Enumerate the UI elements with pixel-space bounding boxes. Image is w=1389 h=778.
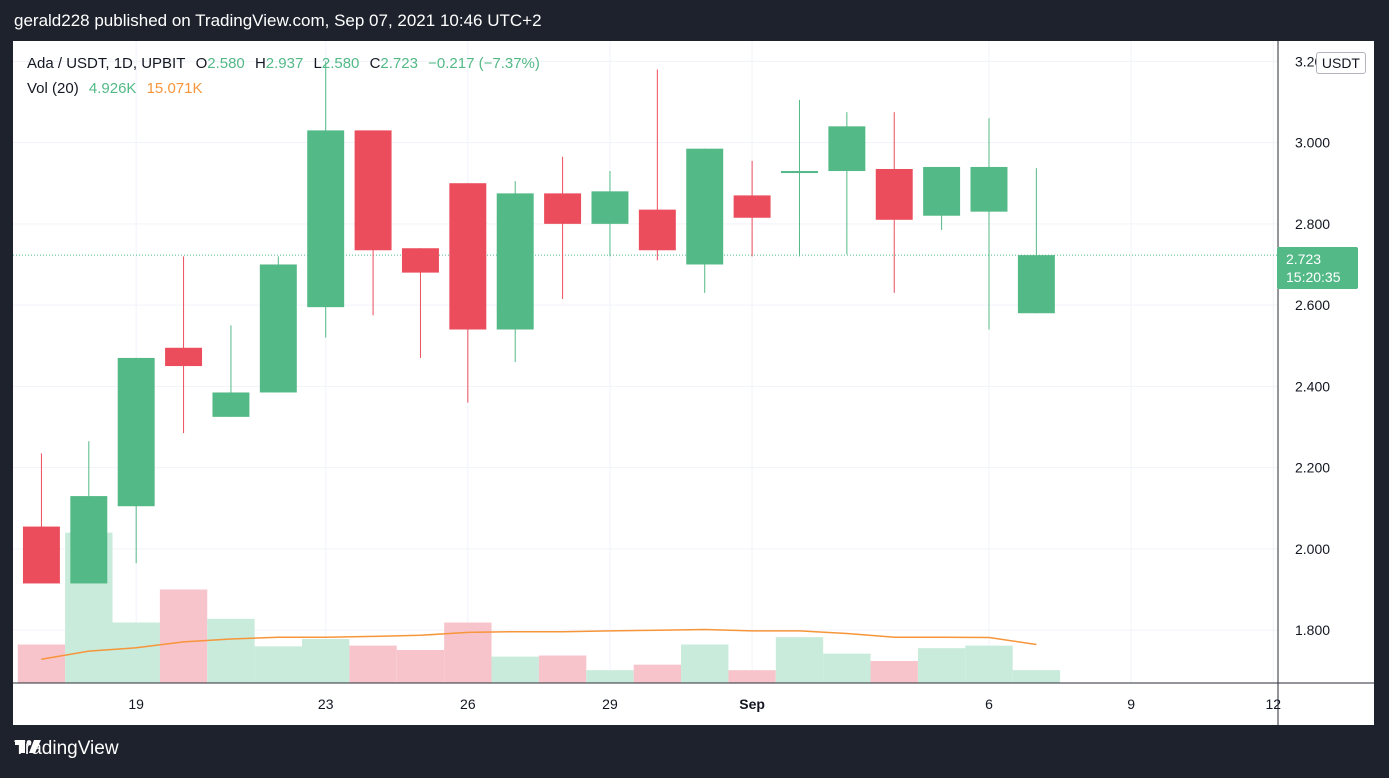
price-tick-label: 2.800 <box>1295 216 1330 232</box>
candle-body <box>496 193 534 330</box>
open-label: O <box>195 55 208 72</box>
volume-ma-line <box>41 628 1037 660</box>
candle-body <box>165 347 203 367</box>
publisher-line: gerald228 published on TradingView.com, … <box>14 11 542 30</box>
volume-bar <box>302 639 350 683</box>
time-axis: 19 23 26 29 Sep 6 9 12 <box>128 696 1281 712</box>
price-tick-label: 2.000 <box>1295 541 1330 557</box>
volume-bar <box>349 645 397 683</box>
volume-bar <box>207 618 255 683</box>
time-tick-label: 23 <box>318 696 334 712</box>
close-value: 2.723 <box>380 55 418 72</box>
price-tick-label: 2.400 <box>1295 378 1330 394</box>
high-value: 2.937 <box>265 55 304 72</box>
time-tick-label: 9 <box>1127 696 1135 712</box>
candle-body <box>781 171 818 174</box>
candle-body <box>401 248 439 273</box>
low-label: L <box>313 55 322 72</box>
candle-body <box>970 166 1008 212</box>
candle-body <box>70 496 108 584</box>
grid <box>13 41 1278 683</box>
candle-body <box>544 193 582 224</box>
candle-body <box>117 357 155 507</box>
volume-bars <box>17 532 1061 683</box>
last-price-value: 2.723 <box>1286 251 1322 267</box>
volume-bar <box>965 645 1013 683</box>
candlestick-chart[interactable]: 1.8002.0002.2002.4002.6002.8003.0003.200… <box>13 41 1374 725</box>
candle-body <box>259 264 297 393</box>
volume-bar <box>681 644 729 683</box>
candle-body <box>638 209 676 251</box>
price-tick-label: 2.200 <box>1295 460 1330 476</box>
time-tick-label: 6 <box>985 696 993 712</box>
volume-bar <box>254 646 303 683</box>
volume-bar <box>159 589 208 683</box>
volume-bar <box>586 670 634 683</box>
last-price-tag: 2.723 15:20:35 <box>1277 247 1358 289</box>
candle-body <box>923 166 961 216</box>
time-tick-label: Sep <box>739 696 765 712</box>
countdown-timer: 15:20:35 <box>1286 269 1341 285</box>
volume-bar <box>112 622 160 683</box>
volume-bar <box>870 661 918 683</box>
symbol-label[interactable]: Ada / USDT, 1D, UPBIT <box>27 55 186 72</box>
candle-body <box>449 183 487 330</box>
high-label: H <box>254 55 266 72</box>
tradingview-brand: TradingView <box>14 738 119 759</box>
volume-bar <box>823 653 871 683</box>
ohlc-legend: Ada / USDT, 1D, UPBIT O2.580 H2.937 L2.5… <box>27 55 540 72</box>
candle-body <box>875 168 913 220</box>
candle-body <box>307 130 345 308</box>
volume-bar <box>775 637 824 683</box>
chart-panel[interactable]: 1.800 2.000 2.200 2.400 2.600 2.800 3.000 3.200… <box>13 41 1374 725</box>
volume-bar <box>1012 670 1061 683</box>
currency-badge[interactable]: USDT <box>1315 52 1366 74</box>
open-value: 2.580 <box>207 55 245 72</box>
candle-body <box>354 130 392 251</box>
time-tick-label: 12 <box>1265 696 1281 712</box>
candle-body <box>733 195 771 218</box>
volume-ma-value: 15.071K <box>146 80 203 97</box>
candle-body <box>1017 255 1055 314</box>
candle-body <box>212 392 250 417</box>
volume-bar <box>917 648 966 683</box>
volume-bar <box>633 664 682 683</box>
volume-bar <box>491 656 539 683</box>
volume-bar <box>17 644 66 683</box>
time-tick-label: 29 <box>602 696 618 712</box>
volume-bar <box>728 670 776 683</box>
candle-body <box>828 126 866 172</box>
volume-bar <box>396 650 445 683</box>
volume-legend: Vol (20) 4.926K 15.071K <box>27 80 202 97</box>
price-tick-label: 1.800 <box>1295 622 1330 638</box>
candle-body <box>591 191 629 224</box>
change-value: −0.217 (−7.37%) <box>428 55 540 72</box>
close-label: C <box>369 55 381 72</box>
volume-label[interactable]: Vol (20) <box>27 80 79 97</box>
tradingview-logo-icon <box>15 740 41 753</box>
candles <box>22 61 1055 584</box>
volume-bar <box>538 655 587 683</box>
candle-body <box>686 148 724 265</box>
candle-body <box>22 526 60 584</box>
tradingview-footer[interactable]: TradingView <box>14 738 119 760</box>
time-tick-label: 19 <box>128 696 144 712</box>
low-value: 2.580 <box>321 55 360 72</box>
price-tick-label: 3.000 <box>1295 135 1330 151</box>
time-tick-label: 26 <box>460 696 476 712</box>
volume-value: 4.926K <box>88 80 137 97</box>
price-tick-label: 2.600 <box>1295 297 1330 313</box>
